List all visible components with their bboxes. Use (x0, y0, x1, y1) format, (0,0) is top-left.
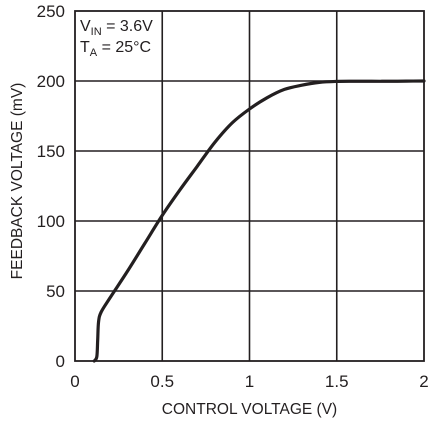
annotation-ta: TA = 25°C (80, 39, 151, 59)
ta-rest: = 25°C (97, 39, 151, 56)
grid (75, 11, 424, 361)
x-tick-label: 0 (70, 372, 79, 391)
vin-rest: = 3.6V (102, 18, 153, 35)
series-layer (92, 79, 426, 363)
x-tick-label: 1 (245, 372, 254, 391)
y-axis: 0 50 100 150 200 250 (37, 2, 65, 371)
ta-sub: A (90, 47, 98, 59)
x-tick-label: 1.5 (325, 372, 349, 391)
ta-main: T (80, 39, 90, 56)
y-tick-label: 100 (37, 212, 65, 231)
annotation-vin: VIN = 3.6V (80, 18, 153, 38)
y-tick-label: 150 (37, 142, 65, 161)
x-tick-label: 2 (419, 372, 428, 391)
y-tick-label: 0 (56, 352, 65, 371)
plot-frame (74, 10, 425, 362)
x-tick-label: 0.5 (150, 372, 174, 391)
plot-border (74, 10, 425, 362)
vin-main: V (80, 18, 91, 35)
series-line (92, 79, 426, 363)
y-tick-label: 250 (37, 2, 65, 21)
annotation-box: VIN = 3.6V TA = 25°C (80, 18, 153, 59)
vin-sub: IN (91, 26, 102, 38)
y-axis-title: FEEDBACK VOLTAGE (mV) (9, 83, 26, 280)
y-tick-label: 200 (37, 72, 65, 91)
y-tick-label: 50 (46, 282, 65, 301)
x-axis: 0 0.5 1 1.5 2 (70, 372, 428, 391)
x-axis-title: CONTROL VOLTAGE (V) (162, 401, 337, 418)
